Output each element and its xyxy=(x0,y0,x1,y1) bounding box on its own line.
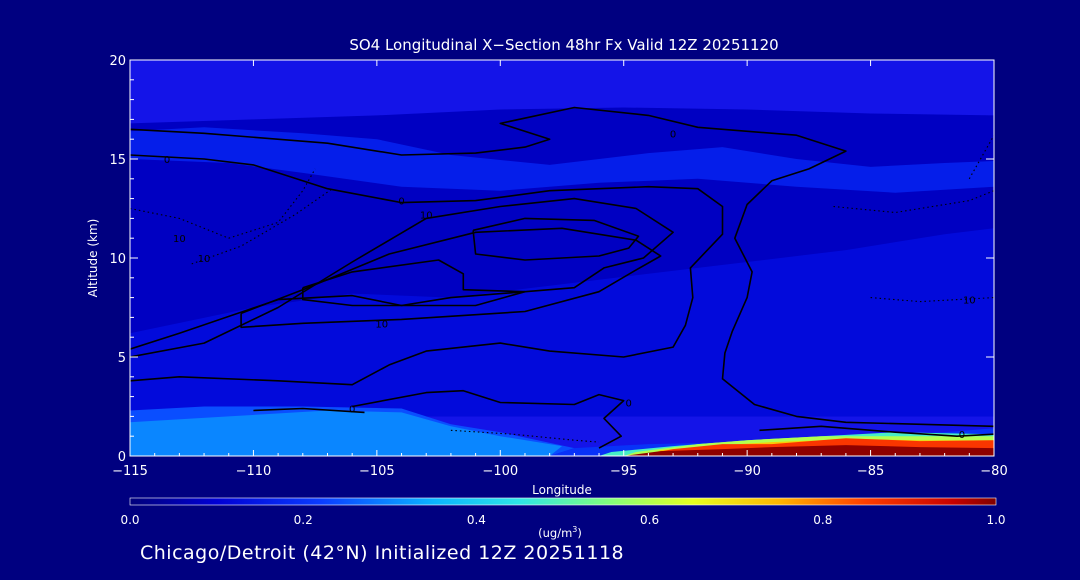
contour-label-10: 10 xyxy=(198,254,211,265)
y-axis: 0 5 10 15 20 xyxy=(109,54,994,465)
contour-line-2 xyxy=(130,197,674,358)
contour-line-4 xyxy=(301,259,526,307)
x-axis: −115 −110 −105 −100 −95 −90 −85 −80 xyxy=(112,60,1008,479)
y-tick-label: 0 xyxy=(118,450,126,465)
y-tick-label: 10 xyxy=(109,252,126,267)
contour-line-0 xyxy=(130,106,994,428)
contour-label-7: 0 xyxy=(349,404,355,415)
contour-label-11: 10 xyxy=(963,296,976,307)
x-tick-label: −105 xyxy=(359,464,395,479)
colorbar-tick-label: 0.0 xyxy=(120,513,139,527)
x-tick-label: −90 xyxy=(733,464,760,479)
y-axis-label: Altitude (km) xyxy=(86,219,100,298)
contour-line-9 xyxy=(130,168,316,239)
colorbar-tick-label: 1.0 xyxy=(986,513,1005,527)
x-tick-label: −110 xyxy=(236,464,272,479)
contour-line-3 xyxy=(240,227,662,329)
colorbar xyxy=(129,497,997,506)
contour-line-5 xyxy=(472,217,640,261)
y-tick-label: 5 xyxy=(118,351,126,366)
colorbar-tick-label: 0.8 xyxy=(813,513,832,527)
colorbar-unit-close: ) xyxy=(577,526,582,540)
y-tick-label: 15 xyxy=(109,153,126,168)
concentration-region-10 xyxy=(623,445,994,456)
y-tick-label: 20 xyxy=(109,54,126,69)
chart-title: SO4 Longitudinal X−Section 48hr Fx Valid… xyxy=(349,36,778,54)
colorbar-ticks: 0.0 0.2 0.4 0.6 0.8 1.0 xyxy=(120,513,1005,527)
contour-line-8 xyxy=(759,425,994,438)
contour-lines xyxy=(130,106,994,449)
footer-caption: Chicago/Detroit (42°N) Initialized 12Z 2… xyxy=(140,542,625,564)
x-tick-label: −95 xyxy=(610,464,637,479)
concentration-region-2 xyxy=(130,228,994,417)
contour-line-1 xyxy=(130,154,724,386)
contour-label-0: 0 xyxy=(670,129,676,140)
x-tick-label: −115 xyxy=(112,464,148,479)
colorbar-tick-label: 0.6 xyxy=(640,513,659,527)
concentration-region-4 xyxy=(130,410,562,456)
colorbar-tick-label: 0.2 xyxy=(294,513,313,527)
contour-line-14 xyxy=(450,429,600,443)
x-tick-label: −100 xyxy=(482,464,518,479)
concentration-fills xyxy=(130,107,994,456)
contour-label-1: 0 xyxy=(164,155,170,166)
x-axis-label: Longitude xyxy=(532,483,592,497)
contour-line-13 xyxy=(833,190,994,214)
contour-label-2: 0 xyxy=(398,197,404,208)
contour-line-6 xyxy=(352,389,625,449)
x-tick-label: −80 xyxy=(980,464,1007,479)
contour-label-3: 10 xyxy=(420,210,433,221)
contour-label-8: 0 xyxy=(959,430,965,441)
contour-labels: 0 0 0 10 10 0 0 0 10 10 10 xyxy=(164,129,976,441)
colorbar-unit-superscript: 3 xyxy=(572,525,577,534)
colorbar-unit: (ug/m3) xyxy=(538,525,582,540)
colorbar-unit-text: (ug/m xyxy=(538,526,572,540)
concentration-region-1 xyxy=(130,127,994,193)
colorbar-tick-label: 0.4 xyxy=(467,513,486,527)
contour-line-12 xyxy=(968,134,994,180)
contour-line-7 xyxy=(253,407,365,414)
x-tick-label: −85 xyxy=(857,464,884,479)
contour-label-5: 10 xyxy=(375,319,388,330)
contour-label-9: 10 xyxy=(173,234,186,245)
contour-label-6: 0 xyxy=(625,399,631,410)
